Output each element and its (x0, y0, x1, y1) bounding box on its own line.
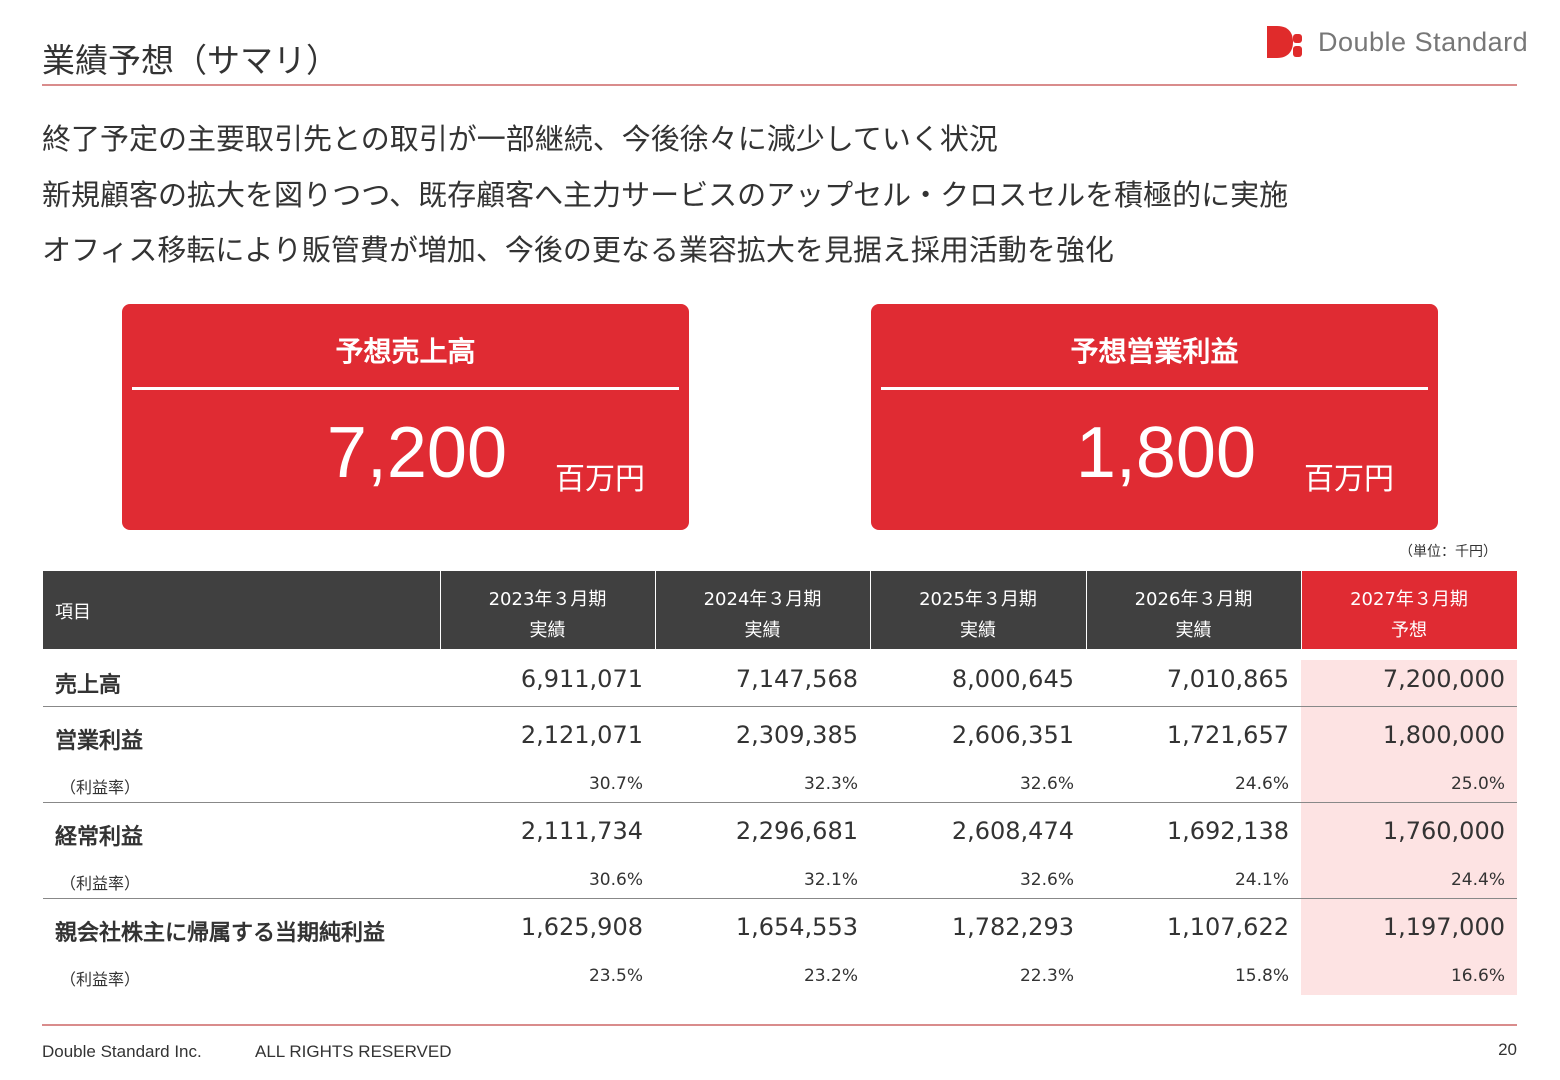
header-cell: 2024年３月期 (703, 589, 822, 610)
bullet: オフィス移転により販管費が増加、今後の更なる業容拡大を見据え採用活動を強化 (42, 233, 1114, 267)
row-rule (43, 706, 1517, 707)
cell: 2,121,071 (520, 721, 643, 749)
header-cell: 実績 (1175, 620, 1212, 641)
row-label: 親会社株主に帰属する当期純利益 (55, 921, 386, 946)
cell: 1,721,657 (1166, 721, 1289, 749)
kpi-value: 1,800 (1075, 413, 1256, 493)
page-number: 20 (1498, 1040, 1517, 1059)
cell: 1,692,138 (1166, 817, 1289, 845)
row-label: 営業利益 (55, 729, 144, 754)
kpi-rule (881, 387, 1428, 390)
bullet: 新規顧客の拡大を図りつつ、既存顧客へ主力サービスのアップセル・クロスセルを積極的… (42, 177, 1289, 212)
cell: 2,608,474 (951, 817, 1074, 845)
kpi-unit: 百万円 (1304, 462, 1394, 497)
sub-cell: 23.2% (803, 966, 858, 986)
header-cell: 予想 (1391, 620, 1427, 641)
cell: 7,200,000 (1382, 665, 1505, 693)
header-divider (1301, 571, 1302, 649)
kpi-unit: 百万円 (555, 462, 645, 497)
cell: 1,625,908 (520, 913, 643, 941)
header-cell: 項目 (55, 602, 91, 623)
sub-label: （利益率） (60, 970, 141, 989)
cell: 2,309,385 (735, 721, 858, 749)
kpi-box (122, 304, 689, 530)
row-label: 経常利益 (55, 825, 144, 850)
footer-company: Double Standard Inc. (42, 1042, 202, 1061)
kpi-label: 予想売上高 (335, 335, 476, 368)
footer-rights: ALL RIGHTS RESERVED (255, 1042, 452, 1061)
sub-cell: 23.5% (588, 966, 643, 986)
sub-cell: 25.0% (1450, 774, 1505, 794)
kpi-value: 7,200 (326, 413, 507, 493)
cell: 1,800,000 (1382, 721, 1505, 749)
forecast-bg (1301, 660, 1517, 995)
sub-label: （利益率） (60, 778, 141, 797)
header-forecast-bg (1301, 571, 1517, 649)
cell: 2,111,734 (520, 817, 643, 845)
sub-cell: 16.6% (1450, 966, 1505, 986)
cell: 1,760,000 (1382, 817, 1505, 845)
logo-icon (1267, 26, 1302, 58)
sub-cell: 32.6% (1019, 774, 1074, 794)
sub-cell: 32.3% (803, 774, 858, 794)
row-rule (43, 898, 1517, 899)
title: 業績予想（サマリ） (42, 41, 339, 80)
kpi-box (871, 304, 1438, 530)
bullet: 終了予定の主要取引先との取引が一部継続、今後徐々に減少していく状況 (42, 122, 998, 156)
sub-cell: 30.6% (588, 870, 643, 890)
sub-cell: 32.6% (1019, 870, 1074, 890)
sub-cell: 32.1% (803, 870, 858, 890)
row-rule (43, 802, 1517, 803)
cell: 1,107,622 (1166, 913, 1289, 941)
cell: 1,197,000 (1382, 913, 1505, 941)
sub-cell: 24.1% (1234, 870, 1289, 890)
header-divider (655, 571, 656, 649)
header-cell: 実績 (744, 620, 781, 641)
header-divider (440, 571, 441, 649)
header-cell: 実績 (960, 620, 996, 641)
header-divider (870, 571, 871, 649)
cell: 8,000,645 (951, 665, 1074, 693)
cell: 1,782,293 (951, 913, 1074, 941)
cell: 1,654,553 (735, 913, 858, 941)
cell: 2,606,351 (951, 721, 1074, 749)
cell: 2,296,681 (735, 817, 858, 845)
sub-cell: 30.7% (588, 774, 643, 794)
header-bg (43, 571, 1517, 649)
row-label: 売上高 (55, 673, 122, 698)
sub-cell: 24.6% (1234, 774, 1289, 794)
header-cell: 2026年３月期 (1134, 589, 1253, 610)
sub-cell: 22.3% (1019, 966, 1074, 986)
unit-note: （単位：千円） (1399, 544, 1497, 560)
cell: 7,147,568 (735, 665, 858, 693)
sub-cell: 15.8% (1234, 966, 1289, 986)
header-cell: 実績 (529, 620, 566, 641)
sub-label: （利益率） (60, 874, 141, 893)
footer-rule (42, 1024, 1517, 1026)
kpi-rule (132, 387, 679, 390)
header-cell: 2025年３月期 (919, 589, 1037, 610)
title-rule (42, 84, 1517, 86)
cell: 6,911,071 (520, 665, 643, 693)
cell: 7,010,865 (1166, 665, 1289, 693)
logo-text: Double Standard (1318, 27, 1529, 57)
header-cell: 2027年３月期 (1350, 589, 1468, 610)
header-divider (1086, 571, 1087, 649)
header-cell: 2023年３月期 (488, 589, 607, 610)
kpi-label: 予想営業利益 (1070, 335, 1239, 368)
sub-cell: 24.4% (1450, 870, 1505, 890)
